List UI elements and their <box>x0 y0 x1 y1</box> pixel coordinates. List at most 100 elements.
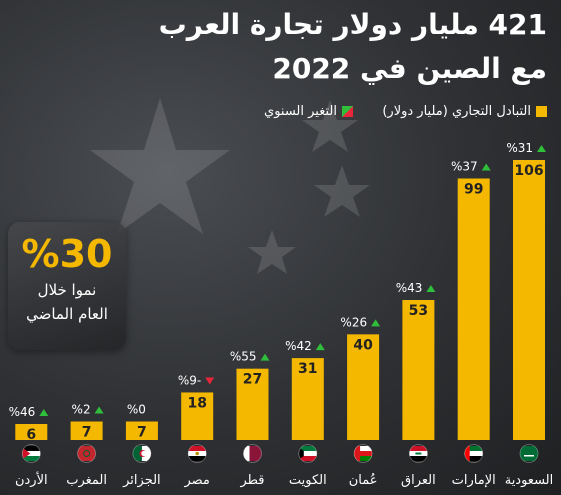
growth-label-2: العام الماضي <box>26 305 108 323</box>
change-up-icon <box>39 409 49 416</box>
category-label: الكويت <box>289 473 327 488</box>
flag-part <box>298 456 317 461</box>
oman-flag-icon <box>353 444 373 463</box>
change-label: %37 <box>451 159 478 173</box>
legend-change-label: التغير السنوي <box>264 104 337 119</box>
flag-part <box>415 452 422 455</box>
bar <box>181 392 214 440</box>
flag-part <box>188 446 207 451</box>
legend-change: التغير السنوي <box>264 104 353 119</box>
category-label: العراق <box>401 473 436 488</box>
flag-ring <box>519 444 539 463</box>
category-label: قطر <box>239 473 264 488</box>
small-star-icon <box>314 165 370 217</box>
flag-part <box>409 446 428 451</box>
flag-part <box>22 451 41 456</box>
flag-part <box>195 451 199 456</box>
flag-part <box>132 446 142 461</box>
flag-part <box>298 451 317 456</box>
data-label: 31 <box>298 361 317 377</box>
flag-body <box>243 446 262 461</box>
bar <box>125 421 158 440</box>
data-label: 99 <box>464 181 483 197</box>
flag-ring <box>408 444 428 463</box>
iraq-flag-icon <box>408 444 428 463</box>
bar <box>347 334 380 440</box>
category-label: الإمارات <box>452 473 496 488</box>
saudi-flag-icon <box>519 444 539 463</box>
jordan-flag-icon <box>21 444 41 463</box>
small-star-icon <box>248 230 296 274</box>
flag-part <box>409 456 428 461</box>
small-star-icon <box>302 100 358 152</box>
flag-body <box>132 446 151 461</box>
large-star-icon <box>90 98 230 234</box>
flag-part <box>464 456 483 461</box>
data-label: 53 <box>409 303 428 319</box>
bar <box>70 421 103 440</box>
data-label: 106 <box>514 163 543 179</box>
change-up-icon <box>481 163 491 171</box>
category-label: المغرب <box>66 473 107 488</box>
flag-body <box>188 446 207 461</box>
data-label: 7 <box>137 425 147 441</box>
category-label: عُمان <box>349 472 378 488</box>
flag-part <box>354 451 373 456</box>
flag-part <box>243 446 250 461</box>
data-label: 6 <box>26 427 36 443</box>
bar <box>291 358 324 440</box>
flag-part <box>22 456 41 461</box>
change-down-icon <box>205 377 215 385</box>
change-label: %9- <box>178 373 201 387</box>
page-title: 421 مليار دولار تجارة العرب <box>158 8 547 41</box>
data-label: 40 <box>353 337 373 353</box>
change-up-icon <box>315 343 325 351</box>
change-label: %46 <box>9 405 36 419</box>
change-label: %31 <box>506 141 533 155</box>
change-label: %43 <box>396 281 423 295</box>
flag-ring <box>464 444 484 463</box>
flag-ring <box>77 444 96 463</box>
change-label: %26 <box>340 315 367 329</box>
change-up-icon <box>426 285 436 292</box>
category-label: الأردن <box>15 471 48 488</box>
flag-body <box>464 446 483 461</box>
flag-ring <box>353 444 373 463</box>
growth-callout: %30 نموا خلال العام الماضي <box>8 222 126 350</box>
flag-part <box>22 446 41 451</box>
flag-part <box>354 456 373 461</box>
change-label: %42 <box>285 339 312 353</box>
bar <box>513 160 545 440</box>
qatar-flag-icon <box>243 444 262 463</box>
flag-part <box>83 450 91 457</box>
flag-part <box>354 446 361 461</box>
category-label: الجزائر <box>122 473 161 488</box>
flag-ring <box>298 444 318 463</box>
change-label: %0 <box>127 403 146 417</box>
change-label: %2 <box>72 403 91 417</box>
change-up-icon <box>371 319 381 327</box>
flag-part <box>298 446 317 451</box>
flag-part <box>141 450 147 457</box>
page-subtitle: مع الصين في 2022 <box>272 52 547 85</box>
category-label: مصر <box>183 473 209 488</box>
change-up-icon <box>260 353 270 361</box>
bar <box>15 424 48 440</box>
flag-body <box>409 446 428 461</box>
flag-ring <box>187 444 207 463</box>
flag-ring <box>21 444 41 463</box>
egypt-flag-icon <box>187 444 207 463</box>
flag-part <box>464 451 483 456</box>
flag-part <box>464 446 470 461</box>
flag-body <box>520 446 538 461</box>
bar <box>402 300 435 440</box>
change-up-icon <box>94 406 104 414</box>
growth-label-1: نموا خلال <box>37 281 97 299</box>
bar <box>236 368 269 440</box>
data-label: 7 <box>82 425 92 441</box>
flag-ring <box>243 444 262 463</box>
flag-body <box>77 446 96 461</box>
flag-body <box>354 446 373 461</box>
